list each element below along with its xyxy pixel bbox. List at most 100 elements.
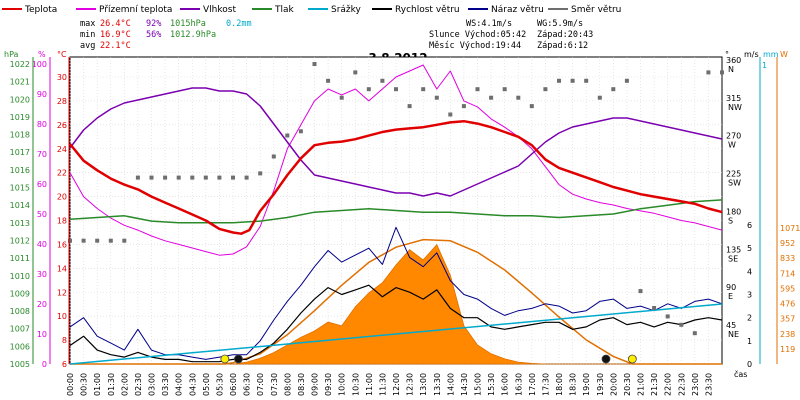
legend-label-prizemni: Přízemní teplota: [99, 5, 172, 15]
y-tick-label-hpa: 1013: [10, 219, 30, 228]
series-area-radiation: [70, 243, 722, 365]
y-tick-label-hpa: 1011: [10, 254, 30, 263]
y-tick-label-degc: 24: [57, 145, 67, 154]
axis-header-pct: %: [38, 50, 46, 59]
x-tick-label: 09:00: [311, 373, 320, 396]
x-tick-label: 12:30: [406, 373, 415, 396]
wind-direction-point: [638, 289, 643, 294]
x-tick-label: 23:30: [704, 373, 713, 396]
y-tick-label-ms: 2: [747, 314, 752, 323]
x-tick-label: 06:00: [229, 373, 238, 396]
wind-direction-point: [679, 322, 684, 327]
stat-max-label: max: [80, 19, 95, 29]
wind-direction-point: [489, 95, 494, 100]
y-tick-label-degc: 20: [57, 193, 67, 202]
x-tick-label: 23:00: [691, 373, 700, 396]
x-tick-label: 11:00: [365, 373, 374, 396]
y-tick-label-direction-letter: NW: [728, 103, 742, 112]
y-tick-label-ms: 4: [747, 267, 752, 276]
x-tick-label: 13:30: [433, 373, 442, 396]
wind-direction-point: [706, 70, 711, 75]
y-tick-label-degc: 22: [57, 169, 67, 178]
y-tick-label-direction: 180: [726, 207, 741, 216]
wind-direction-point: [366, 87, 371, 92]
y-tick-label-degc: 8: [62, 336, 67, 345]
wind-direction-point: [720, 70, 724, 75]
y-tick-label-w: 357: [780, 315, 795, 324]
legend-item-teplota: Teplota: [2, 5, 57, 15]
y-tick-label-degc: 18: [57, 217, 67, 226]
x-tick-label: 09:30: [324, 373, 333, 396]
x-tick-label: 12:00: [392, 373, 401, 396]
sunset-icon: [627, 354, 637, 364]
y-tick-label-direction-letter: S: [728, 216, 733, 225]
legend-item-naraz: Náraz větru: [468, 5, 544, 15]
x-tick-label: 20:00: [609, 373, 618, 396]
y-tick-label-mm: 1: [762, 61, 767, 70]
wind-direction-point: [68, 238, 72, 243]
x-tick-label: 04:30: [188, 373, 197, 396]
stat-mesic-zapad: Západ:6:12: [537, 41, 588, 51]
stat-min-hum: 56%: [146, 30, 161, 40]
series-line-wind-speed: [69, 284, 723, 363]
x-tick-label: 13:00: [419, 373, 428, 396]
axis-header-w: W: [780, 50, 788, 59]
x-tick-label: 02:00: [120, 373, 129, 396]
axis-header-ms: m/s: [744, 50, 759, 59]
x-tick-label: 20:30: [623, 373, 632, 396]
y-tick-label-hpa: 1006: [10, 342, 30, 351]
y-tick-label-ms: 0: [747, 360, 752, 369]
stat-avg-label: avg: [80, 41, 95, 51]
y-tick-label-w: 476: [780, 300, 795, 309]
x-tick-label: 16:00: [501, 373, 510, 396]
y-tick-label-w: 119: [780, 345, 795, 354]
y-tick-label-hpa: 1022: [10, 60, 30, 69]
wind-direction-point: [176, 175, 181, 180]
wind-direction-point: [244, 175, 249, 180]
y-tick-label-hpa: 1010: [10, 272, 30, 281]
stat-min-press: 1012.9hPa: [170, 30, 216, 40]
legend-label-rychlost: Rychlost větru: [395, 5, 460, 15]
y-tick-label-direction: 45: [726, 321, 736, 330]
y-tick-label-hpa: 1014: [10, 201, 30, 210]
plot-area: [68, 56, 724, 365]
y-tick-label-direction-letter: N: [728, 65, 734, 74]
wind-direction-point: [692, 331, 697, 336]
wind-direction-point: [529, 104, 534, 109]
y-tick-label-hpa: 1008: [10, 307, 30, 316]
stat-min-temp: 16.9°C: [100, 30, 131, 40]
y-tick-label-hpa: 1012: [10, 236, 30, 245]
wind-direction-point: [407, 104, 412, 109]
y-tick-label-hpa: 1015: [10, 184, 30, 193]
wind-direction-point: [543, 87, 548, 92]
wind-direction-point: [108, 238, 113, 243]
y-tick-label-hpa: 1020: [10, 95, 30, 104]
legend-label-vlhkost: Vlhkost: [203, 5, 236, 15]
axes: 1022102110201019101810171016101510141013…: [10, 56, 800, 396]
y-tick-label-w: 714: [780, 269, 795, 278]
legend-item-smer: Směr větru: [548, 5, 621, 15]
wind-direction-point: [516, 95, 521, 100]
y-tick-label-direction: 360: [726, 56, 741, 65]
wind-direction-point: [475, 87, 480, 92]
legend-item-prizemni: Přízemní teplota: [76, 5, 172, 15]
y-tick-label-pct: 50: [37, 210, 47, 219]
y-tick-label-degc: 16: [57, 240, 67, 249]
legend: Teplota Přízemní teplota Vlhkost Tlak Sr…: [2, 5, 621, 15]
y-tick-label-pct: 60: [37, 180, 47, 189]
x-tick-label: 18:30: [569, 373, 578, 396]
y-tick-label-direction: 225: [726, 170, 741, 179]
x-tick-label: 05:30: [215, 373, 224, 396]
x-tick-label: 10:30: [351, 373, 360, 396]
stat-ws: WS:4.1m/s: [466, 19, 512, 29]
y-tick-label-pct: 30: [37, 270, 47, 279]
wind-direction-point: [597, 95, 602, 100]
wind-direction-point: [339, 95, 344, 100]
wind-direction-point: [163, 175, 168, 180]
x-tick-label: 22:30: [677, 373, 686, 396]
y-tick-label-degc: 28: [57, 97, 67, 106]
x-tick-label: 21:00: [637, 373, 646, 396]
series-line-humidity: [69, 87, 723, 197]
legend-item-rychlost: Rychlost větru: [372, 5, 460, 15]
x-tick-label: 04:00: [175, 373, 184, 396]
